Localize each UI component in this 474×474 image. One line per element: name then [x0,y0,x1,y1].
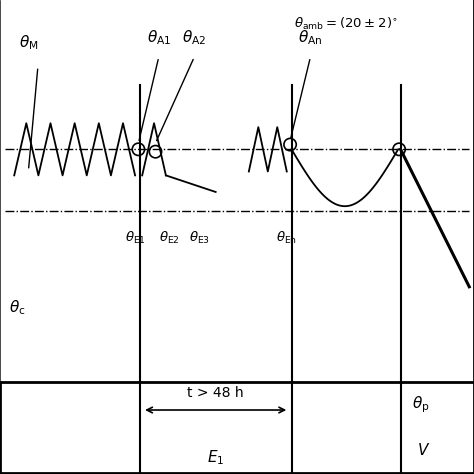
Text: $\theta_{\mathrm{E1}}$: $\theta_{\mathrm{E1}}$ [125,230,146,246]
Text: $\theta_{\mathrm{An}}$: $\theta_{\mathrm{An}}$ [298,29,323,47]
Text: $E_1$: $E_1$ [207,448,224,467]
Text: $\theta_{\mathrm{En}}$: $\theta_{\mathrm{En}}$ [276,230,297,246]
Text: t > 48 h: t > 48 h [187,385,244,400]
Text: $\theta_{\mathrm{E2}}$: $\theta_{\mathrm{E2}}$ [159,230,180,246]
Text: $\theta_{\mathrm{A2}}$: $\theta_{\mathrm{A2}}$ [182,29,207,47]
Text: $\theta_{\mathrm{A1}}$: $\theta_{\mathrm{A1}}$ [146,29,171,47]
Text: $\theta_{\mathrm{E3}}$: $\theta_{\mathrm{E3}}$ [189,230,210,246]
Text: $V$: $V$ [417,442,430,458]
Text: $\theta_{\mathrm{amb}}=(20\pm2)^{\circ}$: $\theta_{\mathrm{amb}}=(20\pm2)^{\circ}$ [294,16,398,32]
Text: $\theta_{\mathrm{c}}$: $\theta_{\mathrm{c}}$ [9,299,26,318]
Text: $\theta_{\mathrm{M}}$: $\theta_{\mathrm{M}}$ [18,34,38,52]
Text: $\theta_{\mathrm{p}}$: $\theta_{\mathrm{p}}$ [412,394,430,415]
